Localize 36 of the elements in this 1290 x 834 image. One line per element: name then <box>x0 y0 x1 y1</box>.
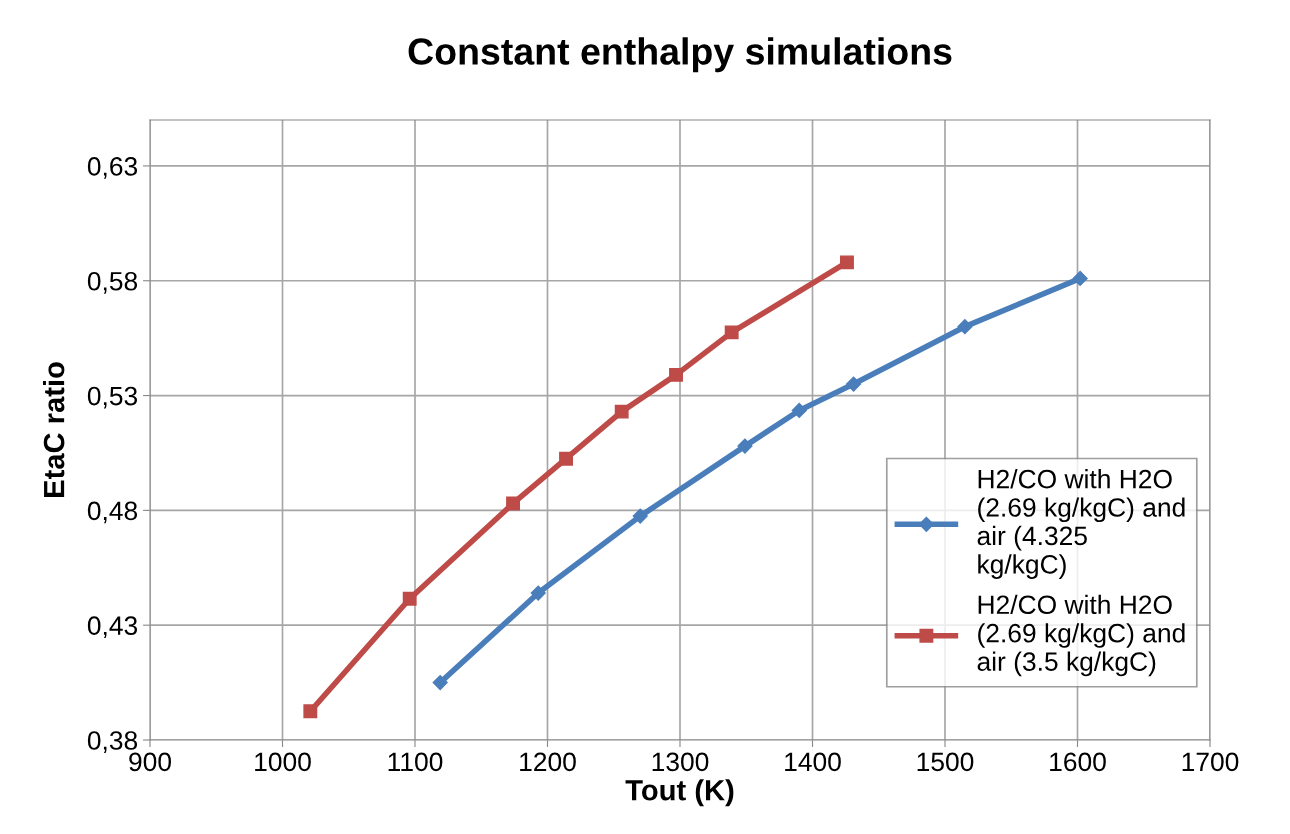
x-axis-title: Tout (K) <box>625 779 734 807</box>
point <box>1072 270 1088 287</box>
y-tick-label: 0,38 <box>87 731 138 753</box>
x-tick-label: 1500 <box>917 752 974 772</box>
point <box>530 585 546 601</box>
y-tick-label: 0,53 <box>87 386 138 409</box>
y-tick-label: 0,58 <box>87 271 138 294</box>
point <box>737 438 753 454</box>
y-axis-title: EtaC ratio <box>42 362 65 497</box>
point <box>724 325 739 340</box>
point <box>840 255 854 270</box>
point <box>432 675 448 691</box>
point <box>506 496 520 511</box>
legend-label: H2/CO with H2O (2.69 kg/kgC) and air (4.325 kg/kgC) <box>977 469 1185 579</box>
x-tick-label: 1600 <box>1050 752 1106 772</box>
point <box>632 508 648 524</box>
x-tick-label: 1300 <box>652 752 709 772</box>
x-tick-label: 900 <box>129 752 171 772</box>
x-tick-label: 1200 <box>520 752 576 772</box>
point <box>559 451 573 466</box>
point <box>957 319 973 335</box>
point <box>669 367 683 382</box>
x-tick-label: 1100 <box>388 752 443 772</box>
legend-label: H2/CO with H2O (2.69 kg/kgC) and air (3.5 kg/kgC) <box>977 594 1185 677</box>
point <box>846 376 862 392</box>
y-tick-label: 0,63 <box>87 157 138 179</box>
chart-title: Constant enthalpy simulations <box>408 37 952 73</box>
x-tick-label: 1400 <box>785 752 841 772</box>
point <box>614 404 629 419</box>
x-tick-label: 1000 <box>255 752 311 772</box>
y-tick-label: 0,48 <box>87 501 138 524</box>
point <box>303 704 318 719</box>
y-tick-label: 0,43 <box>87 616 138 639</box>
x-tick-label: 1700 <box>1182 752 1239 772</box>
point <box>791 402 807 419</box>
point <box>402 591 417 606</box>
